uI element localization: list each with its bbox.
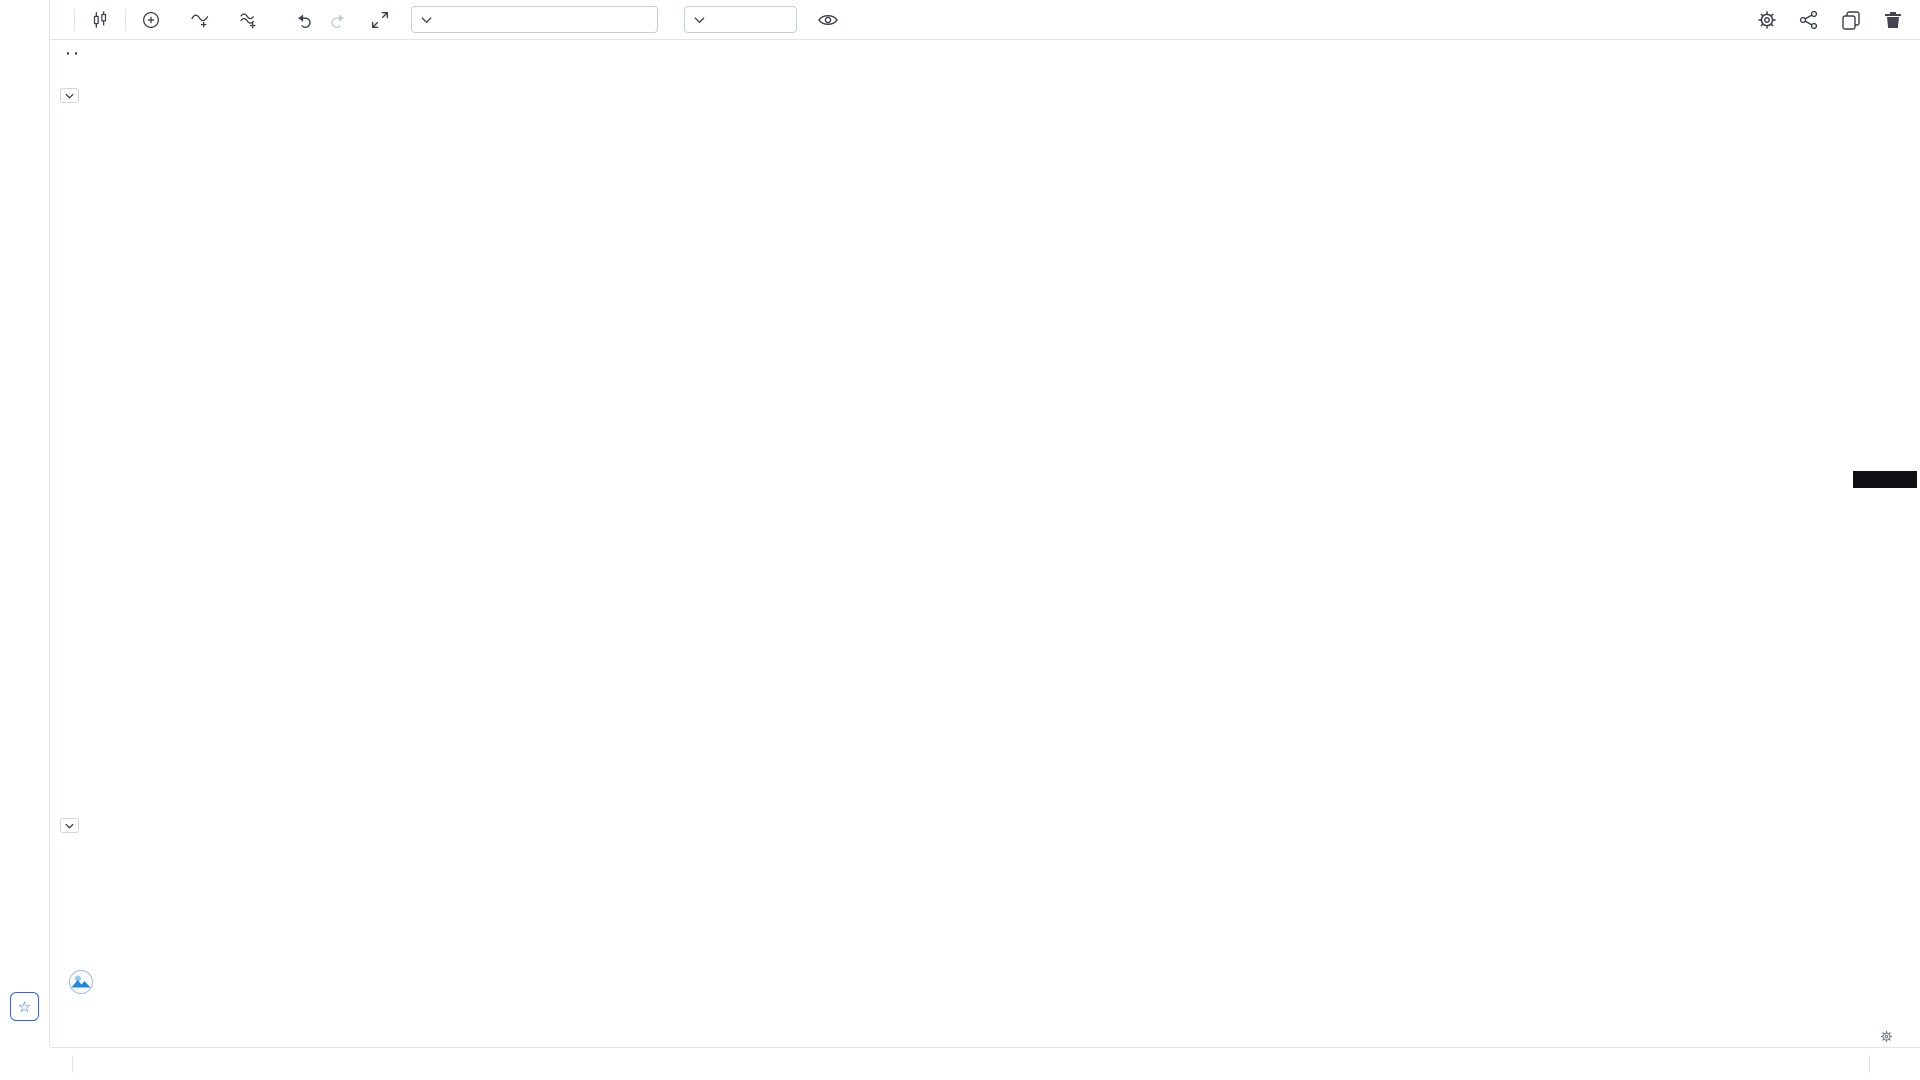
- symbol-legend[interactable]: · ·: [66, 46, 120, 61]
- compare-button[interactable]: [130, 6, 179, 34]
- last-price-badge: [1853, 471, 1917, 488]
- axis-settings-corner[interactable]: [1853, 1026, 1920, 1047]
- symbol-title: · ·: [66, 46, 79, 61]
- divider: [72, 1055, 73, 1073]
- undo-button[interactable]: [287, 6, 321, 34]
- gear-icon: [1758, 10, 1776, 29]
- rsi-collapse-button[interactable]: [60, 818, 79, 833]
- undo-icon: [298, 14, 311, 28]
- delete-button[interactable]: [1874, 6, 1912, 34]
- time-axis[interactable]: [50, 1026, 1853, 1047]
- share-icon: [1799, 10, 1818, 29]
- candlestick-icon: [93, 10, 107, 28]
- interval-button[interactable]: [50, 6, 70, 34]
- watchlist-eye-button[interactable]: [809, 6, 847, 34]
- chevron-down-icon: [421, 16, 432, 23]
- copy-windows-icon: [1842, 10, 1860, 30]
- indicators-button[interactable]: [179, 6, 228, 34]
- volume-legend: [60, 88, 103, 103]
- divider: [74, 8, 75, 31]
- settings-button[interactable]: [1748, 6, 1786, 34]
- chart-canvas[interactable]: [50, 40, 1853, 1026]
- chevron-down-icon: [65, 93, 74, 99]
- favorites-star-button[interactable]: ☆: [10, 992, 39, 1021]
- price-axis[interactable]: [1853, 40, 1920, 1026]
- chart-style-button[interactable]: [79, 6, 121, 34]
- compare-plus-icon: [143, 11, 159, 28]
- templates-icon: [240, 12, 256, 28]
- divider: [125, 8, 126, 31]
- chevron-down-icon: [65, 823, 74, 829]
- chevron-down-icon: [694, 16, 705, 23]
- price-mode-dropdown[interactable]: [684, 6, 797, 33]
- top-toolbar: [50, 0, 1920, 40]
- share-button[interactable]: [1790, 6, 1828, 34]
- goto-button[interactable]: [79, 1061, 95, 1067]
- gear-icon: [1880, 1030, 1893, 1043]
- trash-icon: [1885, 11, 1901, 28]
- rsi-legend: [60, 818, 97, 833]
- eye-icon: [818, 14, 838, 25]
- templates-button[interactable]: [228, 6, 277, 34]
- bottom-toolbar: [50, 1047, 1920, 1080]
- drawing-toolbar: [0, 0, 50, 1047]
- redo-icon: [331, 14, 344, 28]
- snapshot-button[interactable]: [1832, 6, 1870, 34]
- fullscreen-icon: [371, 11, 389, 28]
- indicators-icon: [191, 14, 209, 27]
- adjustment-dropdown[interactable]: [411, 6, 658, 33]
- fullscreen-button[interactable]: [363, 6, 397, 34]
- volume-collapse-button[interactable]: [60, 88, 79, 103]
- redo-button[interactable]: [321, 6, 355, 34]
- broker-logo-icon: [68, 969, 94, 995]
- divider: [1869, 1055, 1870, 1073]
